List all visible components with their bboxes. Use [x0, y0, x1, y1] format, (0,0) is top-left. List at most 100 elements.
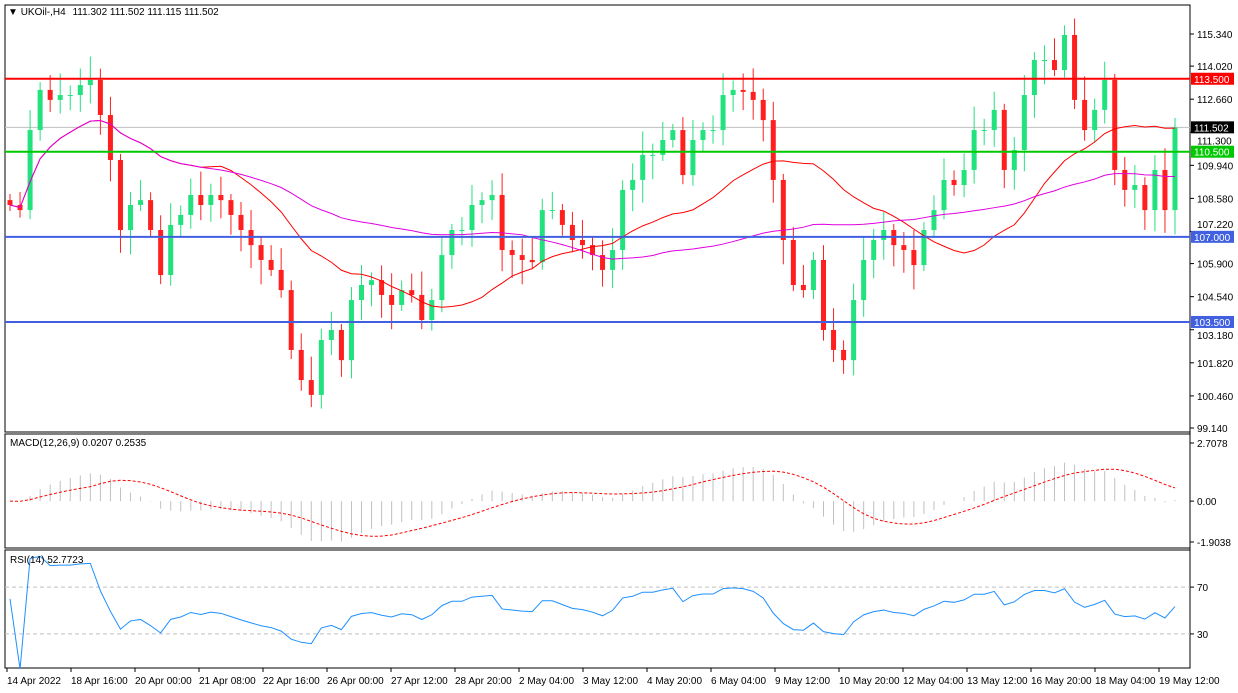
macd-pane [4, 433, 1191, 549]
candle-body [991, 109, 997, 131]
candle [208, 183, 214, 222]
candle [479, 192, 485, 224]
candle-body [27, 130, 33, 211]
candle-body [399, 290, 405, 305]
candle-body [7, 200, 13, 205]
candle [961, 153, 967, 198]
candle-body [800, 284, 806, 291]
candle-body [298, 349, 304, 381]
candle [268, 245, 274, 276]
candle [1011, 136, 1017, 190]
candle-body [760, 99, 766, 121]
candle [278, 248, 284, 298]
candle-body [67, 95, 73, 97]
candle-body [971, 130, 977, 170]
candle [780, 173, 786, 265]
candle-body [258, 245, 264, 260]
candle [238, 201, 244, 252]
price-tick-label: 115.340 [1197, 30, 1233, 41]
candle [1031, 52, 1037, 118]
candle-body [348, 300, 354, 361]
chart-header: ▼ UKOil-,H4 111.302 111.502 111.115 111.… [8, 7, 219, 18]
time-tick-label: 16 May 20:00 [1031, 676, 1092, 687]
candle [981, 118, 987, 146]
candle-body [318, 339, 324, 395]
candle-body [1162, 169, 1168, 211]
candle-body [198, 195, 204, 205]
collapse-triangle-icon[interactable]: ▼ [8, 7, 18, 18]
candle-body [1122, 169, 1128, 190]
candle [690, 120, 696, 186]
level-tag-label: 107.000 [1194, 233, 1231, 244]
candle-body [218, 195, 224, 201]
candle-body [148, 200, 154, 231]
candle-body [158, 230, 164, 276]
candle-body [670, 130, 676, 141]
price-tick-label: 103.180 [1197, 331, 1234, 342]
candle [158, 215, 164, 285]
candle [640, 131, 646, 203]
candle [348, 287, 354, 379]
candle [288, 280, 294, 360]
price-tick-label: 104.540 [1197, 293, 1234, 304]
candle-body [128, 204, 134, 231]
candle [218, 176, 224, 219]
candle-body [730, 89, 736, 96]
candle-body [690, 140, 696, 176]
candle-body [961, 169, 967, 186]
candle [931, 195, 937, 238]
candle-body [780, 179, 786, 240]
candle [499, 173, 505, 272]
candle-body [810, 259, 816, 291]
candle-body [97, 79, 103, 115]
candle-body [700, 130, 706, 141]
candle-body [951, 179, 957, 186]
candle-body [188, 195, 194, 215]
candle [529, 236, 535, 269]
candle [951, 170, 957, 196]
candle [861, 236, 867, 317]
candle-body [509, 249, 515, 256]
candle [569, 211, 575, 253]
candle [660, 121, 666, 161]
candle [1062, 25, 1068, 78]
candle [841, 340, 847, 374]
candle [911, 229, 917, 290]
candle-body [1172, 127, 1178, 211]
candle-body [620, 189, 626, 250]
candle-body [941, 179, 947, 211]
candle-body [469, 204, 475, 231]
candle [419, 271, 425, 330]
macd-signal-line [9, 468, 1176, 537]
candle-body [57, 95, 63, 100]
candle [1162, 148, 1168, 233]
rsi-tick-label: 70 [1197, 583, 1209, 594]
candle-body [359, 284, 365, 301]
candle [1152, 155, 1158, 232]
candle [1172, 117, 1178, 235]
candle-body [117, 159, 123, 231]
time-tick-label: 9 May 12:00 [775, 676, 830, 687]
candle-body [1082, 99, 1088, 131]
candle [650, 143, 656, 180]
candle [831, 308, 837, 363]
candle-body [871, 239, 877, 260]
candle-body [87, 79, 93, 86]
candle [27, 110, 33, 220]
candle [1132, 165, 1138, 209]
level-tag-label: 113.500 [1194, 75, 1230, 86]
candle-body [901, 245, 907, 250]
time-tick-label: 12 May 04:00 [903, 676, 964, 687]
candle-body [820, 259, 826, 330]
candle [1072, 18, 1078, 110]
time-tick-label: 10 May 20:00 [839, 676, 900, 687]
level-tag [1191, 230, 1234, 243]
current-price-tag [1191, 121, 1234, 134]
candle [1021, 75, 1027, 172]
price-tick-label: 114.020 [1197, 62, 1233, 73]
candle [1102, 61, 1108, 124]
candle [148, 192, 154, 238]
candle-body [1132, 185, 1138, 190]
rsi-pane [4, 549, 1191, 669]
